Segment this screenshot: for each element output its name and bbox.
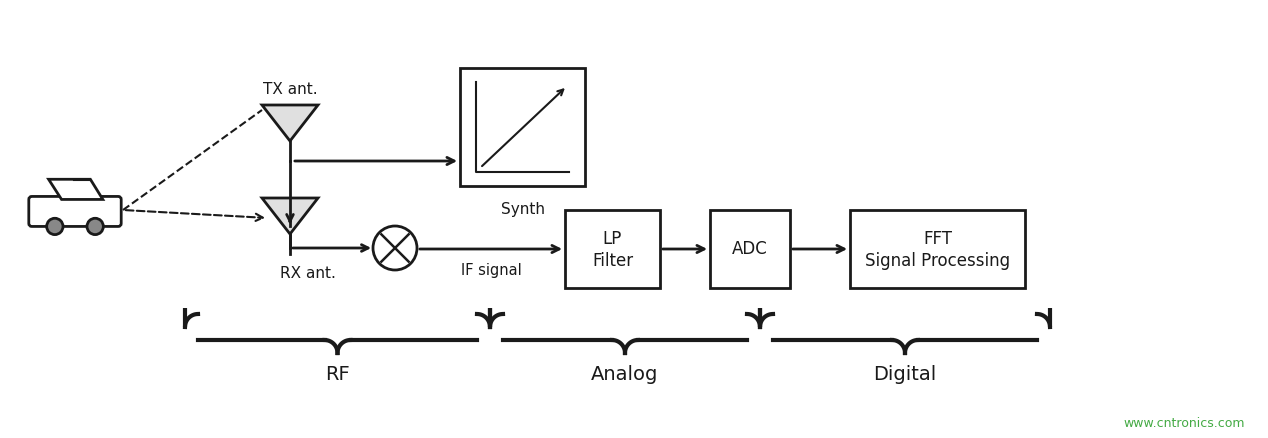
Text: Digital: Digital [874, 365, 937, 384]
Bar [460, 68, 585, 186]
Text: FFT: FFT [923, 230, 952, 248]
Text: Analog: Analog [591, 365, 658, 384]
Text: IF signal: IF signal [460, 263, 521, 278]
Text: Filter: Filter [592, 252, 633, 270]
Bar [850, 210, 1025, 288]
Text: LP: LP [602, 230, 623, 248]
Text: TX ant.: TX ant. [262, 82, 317, 97]
Polygon shape [262, 105, 318, 141]
Circle shape [47, 218, 63, 235]
Polygon shape [48, 179, 103, 199]
Polygon shape [262, 198, 318, 234]
Text: RF: RF [325, 365, 350, 384]
Bar [710, 210, 790, 288]
Circle shape [87, 218, 103, 235]
Text: Signal Processing: Signal Processing [865, 252, 1011, 270]
Bar [566, 210, 661, 288]
Text: www.cntronics.com: www.cntronics.com [1123, 417, 1245, 430]
Text: RX ant.: RX ant. [280, 266, 336, 281]
Circle shape [373, 226, 417, 270]
Text: Synth: Synth [501, 202, 544, 217]
FancyBboxPatch shape [29, 196, 122, 226]
Text: ADC: ADC [732, 240, 768, 258]
